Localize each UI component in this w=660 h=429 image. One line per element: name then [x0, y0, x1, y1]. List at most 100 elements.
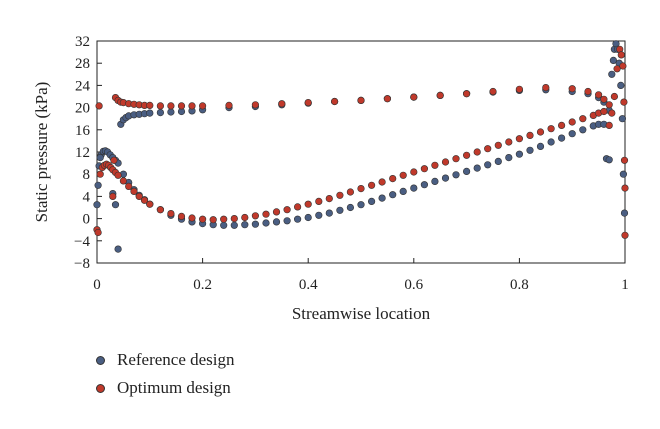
data-point	[146, 109, 154, 117]
data-point	[95, 102, 103, 110]
y-tick-label: −4	[74, 234, 90, 250]
data-point	[130, 187, 138, 195]
data-point	[463, 151, 471, 159]
data-point	[114, 171, 122, 179]
data-point	[399, 187, 407, 195]
data-point	[94, 181, 102, 189]
data-point	[241, 213, 249, 222]
plot-frame	[96, 40, 626, 264]
y-tick-label: 16	[75, 123, 91, 139]
data-point	[441, 158, 450, 166]
data-point	[436, 91, 444, 99]
data-point	[167, 108, 175, 116]
data-point	[315, 197, 323, 205]
x-tick-label: 1	[621, 277, 629, 293]
data-point	[336, 191, 344, 199]
axes: −8 −4 0 4 8 12 16 20 24 28 32 0 0.2 0.4 0.6 0.8 1	[74, 34, 629, 293]
data-point	[167, 210, 175, 218]
series-1	[93, 45, 629, 239]
data-point	[294, 203, 302, 211]
data-point	[357, 96, 365, 104]
data-point	[96, 170, 104, 178]
data-point	[489, 87, 497, 96]
data-point	[420, 165, 429, 173]
data-point	[230, 215, 238, 223]
data-point	[620, 209, 629, 217]
data-point	[584, 87, 592, 96]
data-point	[463, 167, 471, 175]
data-point	[294, 215, 302, 223]
data-point	[251, 220, 259, 228]
y-tick-label: 24	[75, 78, 91, 94]
data-point	[114, 245, 122, 253]
y-tick-label: 4	[83, 189, 91, 205]
data-point	[156, 206, 164, 214]
data-point	[557, 121, 566, 129]
data-point	[410, 168, 418, 176]
data-point	[463, 90, 471, 98]
data-point	[368, 197, 376, 205]
data-point	[199, 102, 207, 110]
data-point	[619, 170, 628, 178]
data-point	[618, 115, 627, 123]
data-point	[399, 171, 407, 179]
data-point	[378, 194, 386, 202]
data-point	[494, 157, 502, 165]
data-point	[441, 174, 450, 182]
data-point	[94, 228, 102, 237]
y-tick-label: 28	[75, 56, 90, 72]
data-point	[135, 192, 143, 200]
y-tick-label: 8	[83, 167, 91, 183]
data-point	[125, 182, 133, 190]
data-point	[505, 138, 513, 146]
y-tick-label: 32	[75, 34, 90, 50]
legend-marker-optimum	[96, 383, 105, 393]
data-point	[557, 134, 566, 142]
data-point	[594, 91, 603, 99]
data-point	[146, 101, 154, 109]
y-tick-label: −8	[74, 256, 90, 272]
data-point	[304, 98, 312, 107]
data-point	[346, 203, 355, 212]
data-point	[608, 70, 616, 78]
data-point	[617, 81, 625, 89]
data-point	[515, 135, 524, 143]
data-point	[515, 85, 524, 93]
data-point	[410, 184, 418, 192]
data-point	[505, 154, 513, 162]
data-point	[230, 221, 238, 229]
data-point	[600, 95, 608, 103]
data-point	[605, 101, 613, 109]
data-point	[452, 155, 460, 163]
data-point	[579, 115, 587, 123]
data-point	[378, 178, 386, 186]
data-point	[568, 118, 576, 126]
data-point	[383, 95, 392, 103]
data-point	[167, 102, 175, 110]
data-point	[389, 175, 397, 183]
data-point	[452, 171, 460, 179]
data-point	[568, 85, 576, 93]
data-point	[109, 192, 117, 200]
data-point	[177, 212, 186, 220]
series-0	[93, 40, 629, 253]
data-point	[484, 145, 492, 153]
data-point	[251, 212, 259, 220]
data-point	[605, 121, 613, 129]
data-point	[304, 213, 312, 222]
data-point	[220, 221, 228, 229]
data-point	[389, 191, 397, 199]
legend-label-reference: Reference design	[117, 350, 235, 369]
data-point	[617, 51, 625, 59]
data-point	[331, 97, 339, 106]
data-point	[96, 154, 104, 162]
data-point	[473, 148, 481, 156]
data-point	[346, 188, 355, 196]
x-tick-label: 0.2	[193, 277, 212, 293]
data-point	[262, 219, 270, 227]
legend-label-optimum: Optimum design	[117, 378, 231, 397]
data-point	[119, 177, 127, 185]
data-point	[177, 102, 186, 110]
legend-marker-reference	[96, 355, 105, 365]
